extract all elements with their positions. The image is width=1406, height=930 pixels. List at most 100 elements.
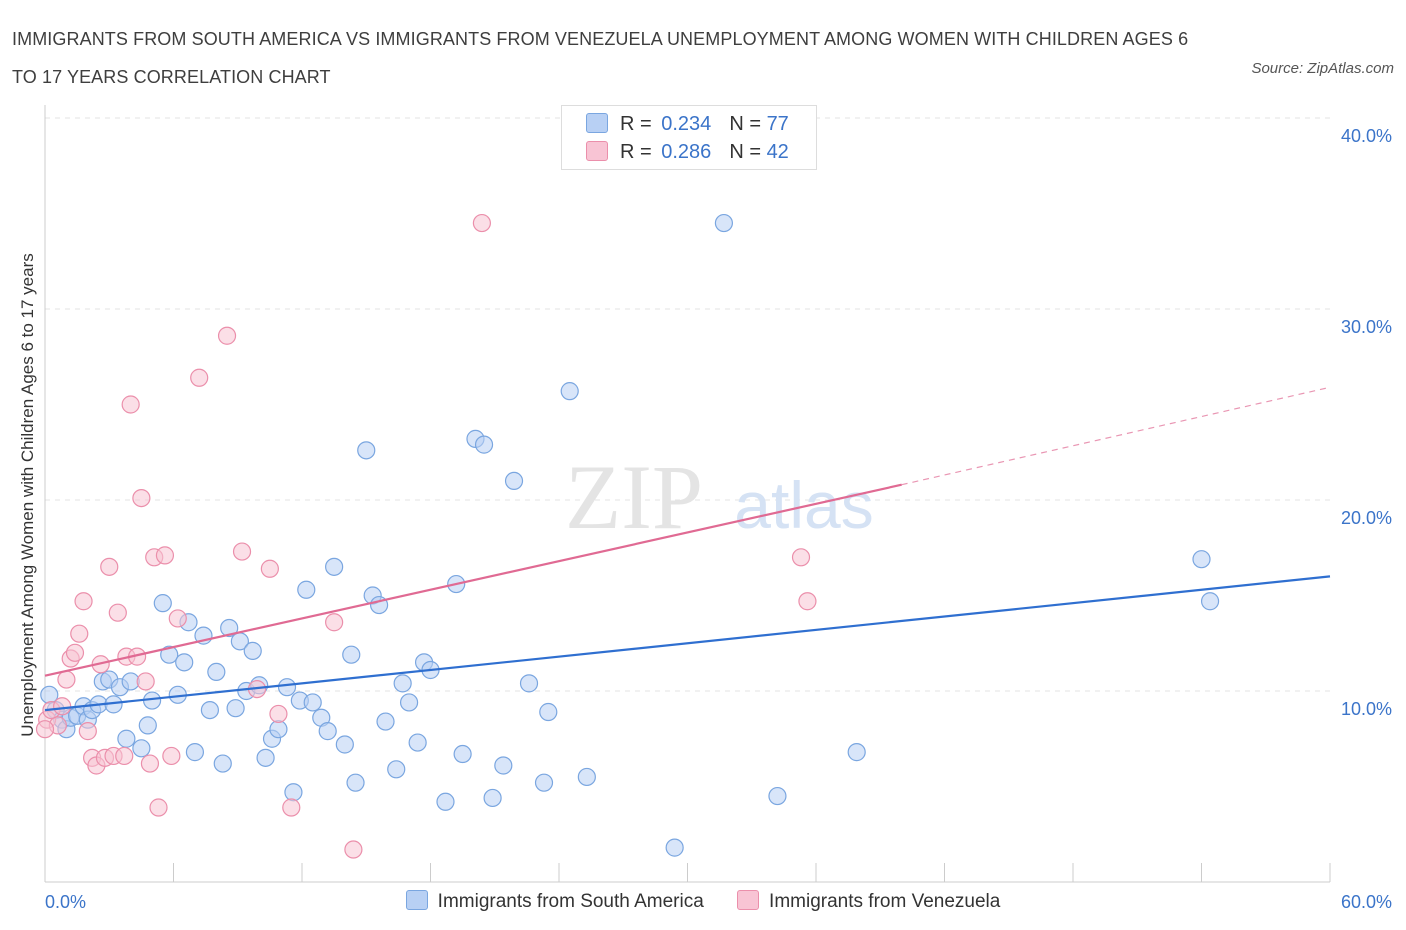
data-point-venezuela [108, 603, 127, 622]
watermark-atlas: atlas [734, 468, 873, 542]
data-point-south-america [768, 786, 787, 806]
data-point-south-america [539, 702, 558, 722]
data-point-south-america [185, 743, 205, 762]
axes [44, 105, 1331, 883]
data-point-south-america [318, 722, 337, 741]
y-tick-label: 10.0% [1341, 699, 1392, 719]
series-venezuela [35, 213, 817, 859]
legend-label-venezuela: Immigrants from Venezuela [769, 891, 1001, 912]
trend-line-venezuela-extension [901, 386, 1331, 486]
grid-lines [45, 117, 1330, 692]
data-point-venezuela [74, 592, 93, 611]
data-point-south-america [346, 773, 365, 792]
data-point-south-america [560, 382, 579, 401]
data-point-venezuela [325, 613, 344, 632]
data-point-venezuela [260, 559, 279, 578]
data-point-south-america [577, 767, 596, 787]
data-point-south-america [269, 720, 288, 739]
legend-n-label: N = [729, 141, 761, 163]
chart-title: IMMIGRANTS FROM SOUTH AMERICA VS IMMIGRA… [12, 29, 1189, 87]
data-point-south-america [213, 754, 232, 773]
x-tick-label: 0.0% [45, 892, 86, 912]
data-point-south-america [132, 739, 151, 758]
data-point-venezuela [168, 609, 187, 628]
y-axis-title: Unemployment Among Women with Children A… [18, 253, 37, 737]
legend-swatch-venezuela [586, 141, 608, 161]
data-point-south-america [1200, 592, 1220, 611]
data-point-south-america [534, 773, 554, 792]
legend-row-venezuela: R = 0.286 N = 42 [586, 141, 789, 167]
data-point-south-america [494, 756, 513, 775]
data-point-venezuela [282, 798, 301, 817]
data-point-south-america [325, 557, 344, 576]
legend-label-south-america: Immigrants from South America [437, 891, 704, 912]
data-point-south-america [160, 645, 179, 664]
data-point-south-america [277, 678, 297, 697]
data-point-venezuela [149, 798, 168, 817]
data-point-south-america [117, 729, 136, 748]
data-point-south-america [483, 788, 502, 808]
watermark: ZIP atlas [565, 446, 874, 548]
data-point-venezuela [132, 488, 151, 508]
data-point-south-america [284, 783, 303, 802]
data-point-venezuela [472, 213, 491, 233]
data-point-venezuela [217, 326, 237, 345]
legend-swatch-south-america [405, 890, 428, 910]
data-point-venezuela [121, 395, 140, 414]
legend-n-value: 77 [766, 113, 789, 135]
data-point-south-america [297, 580, 316, 599]
y-tick-label: 30.0% [1341, 317, 1392, 337]
data-point-venezuela [136, 672, 155, 691]
data-point-venezuela [78, 722, 97, 741]
data-point-venezuela [115, 746, 134, 766]
data-point-south-america [714, 213, 734, 233]
data-point-south-america [335, 735, 354, 754]
data-point-venezuela [155, 546, 175, 565]
data-point-south-america [138, 716, 157, 735]
trend-line-south-america [44, 575, 1331, 712]
data-point-venezuela [65, 643, 85, 662]
data-point-venezuela [269, 704, 288, 724]
data-point-south-america [220, 618, 239, 638]
legend-item-south-america: Immigrants from South America [405, 890, 704, 913]
legend-n-value: 42 [766, 141, 789, 163]
data-point-venezuela [57, 670, 76, 689]
x-tick-label: 60.0% [1341, 892, 1392, 912]
legend-r-value: 0.286 [661, 141, 712, 163]
legend-r-value: 0.234 [661, 113, 712, 135]
data-point-venezuela [791, 548, 811, 567]
data-point-venezuela [70, 624, 89, 643]
data-point-venezuela [100, 557, 119, 576]
data-point-venezuela [190, 368, 209, 387]
data-point-south-america [357, 441, 376, 460]
series-legend: Immigrants from South America Immigrants… [0, 890, 1406, 913]
legend-n-label: N = [729, 113, 761, 135]
data-point-south-america [504, 471, 524, 490]
data-point-venezuela [35, 720, 55, 739]
data-point-south-america [847, 743, 866, 762]
legend-item-venezuela: Immigrants from Venezuela [737, 890, 1000, 913]
data-point-south-america [408, 733, 427, 752]
legend-swatch-south-america [586, 113, 608, 133]
trend-lines [44, 386, 1331, 712]
data-point-south-america [226, 699, 245, 718]
correlation-legend: R = 0.234 N = 77 R = 0.286 N = 42 [561, 105, 817, 170]
y-tick-label: 20.0% [1341, 508, 1392, 528]
data-point-venezuela [140, 754, 160, 773]
data-point-south-america [387, 760, 406, 779]
legend-row-south-america: R = 0.234 N = 77 [586, 113, 789, 139]
data-point-south-america [256, 748, 275, 767]
watermark-zip: ZIP [565, 446, 703, 548]
data-point-venezuela [344, 840, 363, 859]
legend-r-label: R = [620, 113, 652, 135]
tick-labels: 10.0% 20.0% 30.0% 40.0% 0.0% 60.0% [45, 126, 1392, 912]
data-point-south-america [519, 674, 539, 693]
data-point-south-america [474, 435, 494, 454]
data-point-south-america [207, 662, 226, 682]
data-point-venezuela [53, 697, 72, 716]
legend-r-label: R = [620, 141, 652, 163]
data-point-south-america [200, 700, 220, 720]
data-point-south-america [665, 838, 684, 857]
data-point-venezuela [798, 592, 817, 611]
data-point-south-america [1192, 550, 1211, 569]
